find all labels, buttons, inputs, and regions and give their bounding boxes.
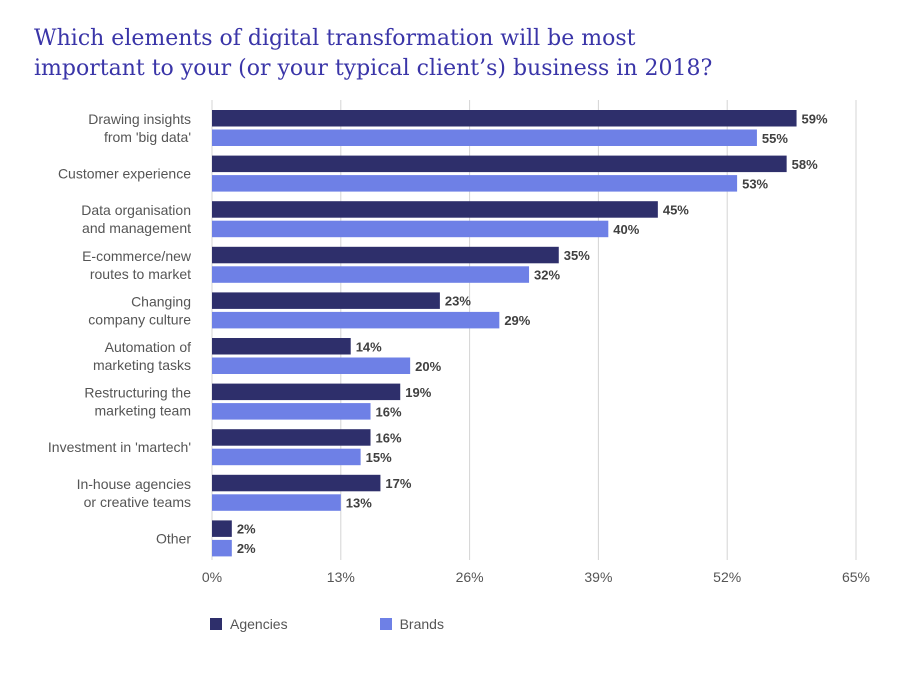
value-label-brands-0: 55%: [762, 131, 788, 146]
legend-item-agencies: Agencies: [210, 616, 288, 632]
category-label-2: Data organisation and management: [81, 202, 191, 236]
bar-brands-5: [212, 357, 411, 374]
bar-agencies-2: [212, 201, 658, 218]
category-label-3-line-0: E-commerce/new: [82, 248, 192, 264]
chart-title-line-2: important to your (or your typical clien…: [34, 56, 713, 81]
value-label-brands-1: 53%: [742, 176, 768, 191]
x-tick-label-3: 39%: [584, 569, 612, 585]
legend-swatch-brands: [379, 618, 392, 630]
value-label-agencies-4: 23%: [445, 294, 471, 309]
category-label-5: Automation of marketing tasks: [93, 339, 191, 373]
value-label-agencies-9: 2%: [237, 522, 256, 537]
bar-brands-8: [212, 494, 341, 511]
legend-label-brands: Brands: [399, 616, 444, 632]
value-label-agencies-3: 35%: [564, 248, 590, 263]
category-label-8: In-house agencies or creative teams: [77, 476, 191, 510]
value-label-agencies-8: 17%: [385, 476, 411, 491]
x-tick-label-5: 65%: [842, 569, 870, 585]
category-label-5-line-0: Automation of: [105, 339, 191, 355]
category-label-2-line-1: and management: [82, 220, 191, 236]
value-label-agencies-5: 14%: [356, 339, 382, 354]
category-label-1-line-0: Customer experience: [58, 166, 191, 182]
category-label-4-line-1: company culture: [88, 311, 191, 327]
bar-agencies-7: [212, 429, 371, 446]
bar-brands-3: [212, 266, 530, 283]
category-label-8-line-0: In-house agencies: [77, 476, 191, 492]
x-tick-label-0: 0%: [202, 569, 222, 585]
category-label-0: Drawing insights from 'big data': [88, 111, 191, 145]
chart-title-line-1: Which elements of digital transformation…: [34, 26, 636, 51]
category-label-6: Restructuring the marketing team: [84, 385, 191, 419]
category-label-7-line-0: Investment in 'martech': [48, 439, 191, 455]
x-tick-label-4: 52%: [713, 569, 741, 585]
value-label-agencies-7: 16%: [376, 430, 402, 445]
bar-brands-6: [212, 403, 371, 420]
category-label-6-line-1: marketing team: [95, 403, 191, 419]
category-label-2-line-0: Data organisation: [81, 202, 191, 218]
category-label-0-line-1: from 'big data': [104, 129, 191, 145]
value-label-agencies-1: 58%: [792, 157, 818, 172]
category-label-9-line-0: Other: [156, 530, 191, 546]
bar-agencies-3: [212, 246, 559, 264]
value-label-brands-2: 40%: [613, 222, 639, 237]
bar-brands-7: [212, 448, 361, 466]
bar-agencies-8: [212, 474, 381, 492]
legend-label-agencies: Agencies: [230, 616, 288, 632]
x-tick-label-2: 26%: [456, 569, 484, 585]
bar-brands-0: [212, 129, 757, 146]
bar-agencies-4: [212, 292, 440, 309]
value-label-brands-3: 32%: [534, 268, 560, 283]
value-label-brands-9: 2%: [237, 541, 256, 556]
category-label-1: Customer experience: [58, 166, 191, 182]
category-label-9: Other: [156, 530, 191, 546]
category-label-4-line-0: Changing: [131, 293, 191, 309]
bar-agencies-0: [212, 110, 797, 127]
chart-title: Which elements of digital transformation…: [34, 24, 874, 84]
legend-swatch-agencies: [210, 618, 222, 630]
category-label-4: Changing company culture: [88, 293, 191, 327]
value-label-agencies-0: 59%: [802, 111, 828, 126]
x-tick-label-1: 13%: [327, 569, 355, 585]
category-label-5-line-1: marketing tasks: [93, 357, 191, 373]
value-label-agencies-6: 19%: [405, 385, 431, 400]
bar-agencies-1: [212, 155, 787, 173]
bar-brands-2: [212, 220, 609, 238]
category-label-3-line-1: routes to market: [90, 266, 191, 282]
value-label-brands-6: 16%: [376, 404, 402, 419]
bar-brands-4: [212, 311, 500, 329]
bar-agencies-9: [212, 520, 232, 537]
value-label-brands-4: 29%: [504, 313, 530, 328]
bar-agencies-6: [212, 383, 401, 401]
category-label-8-line-1: or creative teams: [84, 494, 191, 510]
category-label-3: E-commerce/new routes to market: [82, 248, 192, 282]
bar-agencies-5: [212, 338, 351, 355]
category-label-0-line-0: Drawing insights: [88, 111, 191, 127]
value-label-brands-5: 20%: [415, 359, 441, 374]
legend-item-brands: Brands: [379, 616, 444, 632]
value-label-brands-8: 13%: [346, 496, 372, 511]
category-label-7: Investment in 'martech': [48, 439, 191, 455]
bar-brands-1: [212, 175, 738, 192]
value-label-brands-7: 15%: [366, 450, 392, 465]
value-label-agencies-2: 45%: [663, 202, 689, 217]
bar-brands-9: [212, 539, 232, 557]
category-label-6-line-0: Restructuring the: [84, 385, 191, 401]
legend: Agencies Brands: [210, 616, 536, 632]
